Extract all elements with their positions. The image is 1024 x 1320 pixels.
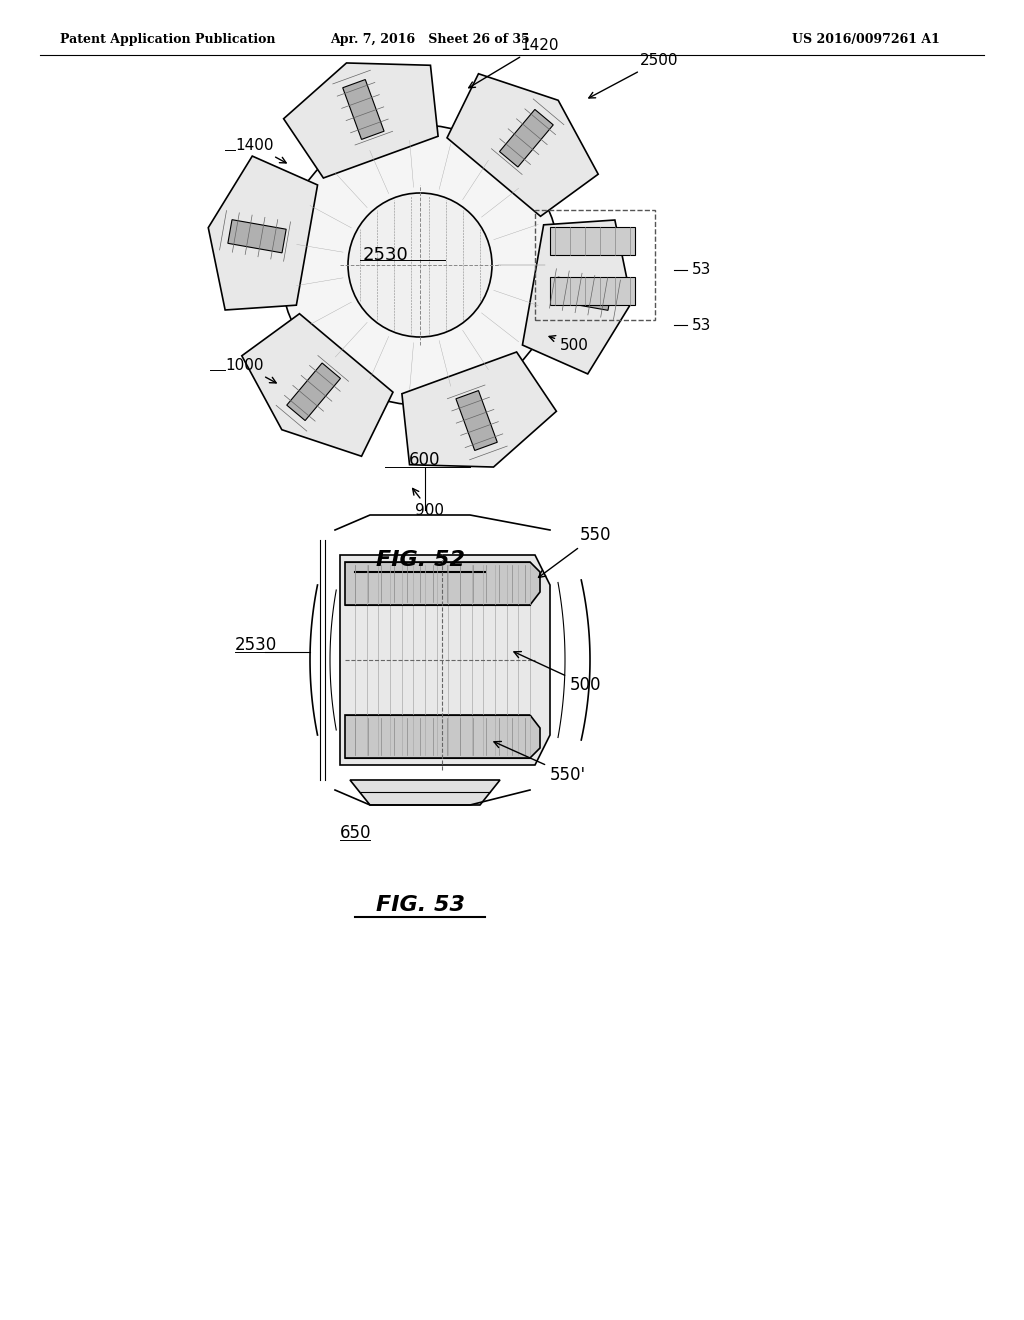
Text: 53: 53 bbox=[692, 318, 712, 333]
Polygon shape bbox=[345, 562, 540, 605]
Polygon shape bbox=[284, 63, 438, 178]
FancyBboxPatch shape bbox=[550, 277, 635, 305]
FancyBboxPatch shape bbox=[550, 227, 635, 255]
Text: 500: 500 bbox=[549, 335, 589, 352]
Polygon shape bbox=[522, 220, 632, 374]
Polygon shape bbox=[456, 391, 498, 450]
Polygon shape bbox=[242, 314, 393, 457]
Text: 53: 53 bbox=[692, 263, 712, 277]
Text: FIG. 52: FIG. 52 bbox=[376, 550, 465, 570]
Polygon shape bbox=[500, 110, 553, 168]
Circle shape bbox=[348, 193, 492, 337]
Polygon shape bbox=[554, 277, 612, 310]
Text: 2500: 2500 bbox=[589, 53, 679, 98]
Text: 900: 900 bbox=[413, 488, 444, 517]
Text: Apr. 7, 2016   Sheet 26 of 35: Apr. 7, 2016 Sheet 26 of 35 bbox=[330, 33, 529, 46]
Polygon shape bbox=[345, 715, 540, 758]
Polygon shape bbox=[350, 780, 500, 805]
Polygon shape bbox=[340, 554, 550, 766]
Polygon shape bbox=[228, 219, 286, 253]
Text: 600: 600 bbox=[410, 451, 440, 469]
Text: Patent Application Publication: Patent Application Publication bbox=[60, 33, 275, 46]
Polygon shape bbox=[447, 74, 598, 216]
Text: 550: 550 bbox=[539, 525, 611, 577]
Text: 1420: 1420 bbox=[469, 38, 558, 87]
Polygon shape bbox=[287, 363, 341, 421]
Polygon shape bbox=[343, 79, 384, 140]
Polygon shape bbox=[208, 156, 317, 310]
Text: 500: 500 bbox=[514, 652, 601, 694]
Text: FIG. 53: FIG. 53 bbox=[376, 895, 465, 915]
Polygon shape bbox=[401, 352, 556, 467]
Text: 2530: 2530 bbox=[362, 246, 408, 264]
Text: 1400: 1400 bbox=[234, 139, 286, 162]
Text: 650: 650 bbox=[340, 824, 372, 842]
Circle shape bbox=[280, 125, 560, 405]
Text: 2530: 2530 bbox=[234, 636, 278, 653]
Text: 1000: 1000 bbox=[225, 358, 276, 383]
Text: US 2016/0097261 A1: US 2016/0097261 A1 bbox=[793, 33, 940, 46]
Text: 550': 550' bbox=[494, 742, 586, 784]
